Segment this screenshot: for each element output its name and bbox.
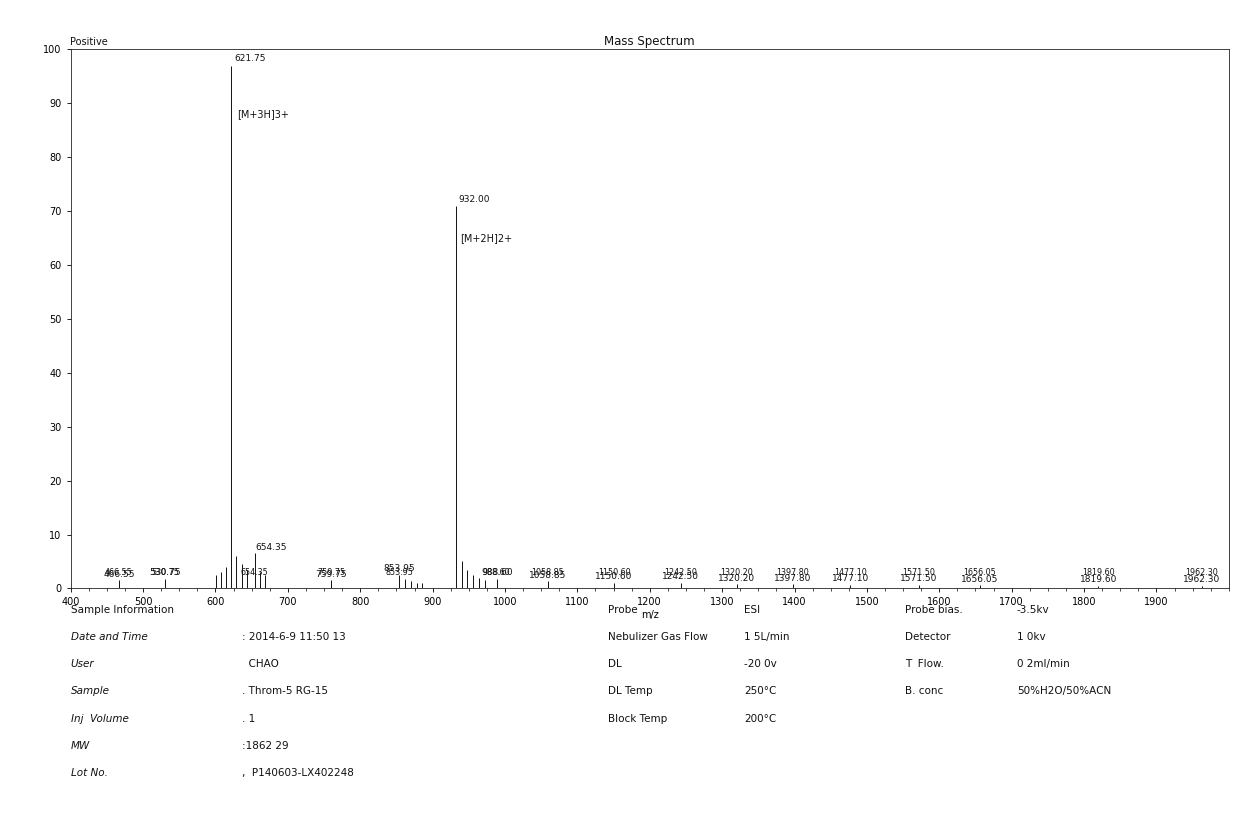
Text: 654.35: 654.35 — [255, 543, 286, 551]
Text: [M+3H]3+: [M+3H]3+ — [237, 109, 289, 119]
Text: DL Temp: DL Temp — [608, 686, 652, 696]
Text: 0 2ml/min: 0 2ml/min — [1017, 659, 1070, 669]
Text: Date and Time: Date and Time — [71, 632, 148, 642]
Text: Lot No.: Lot No. — [71, 768, 108, 778]
Text: 1320.20: 1320.20 — [720, 568, 753, 577]
Text: 466.55: 466.55 — [105, 568, 133, 577]
Text: T  Flow.: T Flow. — [905, 659, 944, 669]
Text: 759.75: 759.75 — [315, 570, 347, 579]
Text: 1962.30: 1962.30 — [1185, 568, 1218, 577]
Text: 530.75: 530.75 — [151, 568, 180, 577]
Text: 1 5L/min: 1 5L/min — [744, 632, 790, 642]
Text: 466.55: 466.55 — [103, 570, 135, 579]
Text: Inj  Volume: Inj Volume — [71, 714, 129, 723]
Text: 988.60: 988.60 — [482, 568, 511, 577]
Text: Detector: Detector — [905, 632, 951, 642]
X-axis label: m/z: m/z — [641, 610, 658, 621]
Text: 1656.05: 1656.05 — [961, 574, 998, 584]
Text: 853.95: 853.95 — [383, 565, 415, 574]
Text: . 1: . 1 — [242, 714, 255, 723]
Text: [M+2H]2+: [M+2H]2+ — [460, 233, 512, 243]
Text: 1242.50: 1242.50 — [665, 568, 697, 577]
Text: Sample: Sample — [71, 686, 109, 696]
Text: -20 0v: -20 0v — [744, 659, 776, 669]
Text: Probe: Probe — [608, 605, 637, 615]
Text: 1242.50: 1242.50 — [662, 573, 699, 581]
Text: 1656.05: 1656.05 — [963, 568, 996, 577]
Text: 1150.60: 1150.60 — [598, 568, 630, 577]
Text: : 2014-6-9 11:50 13: : 2014-6-9 11:50 13 — [242, 632, 346, 642]
Text: DL: DL — [608, 659, 621, 669]
Text: 1819.60: 1819.60 — [1080, 575, 1117, 584]
Text: 1058.85: 1058.85 — [529, 571, 567, 580]
Text: Nebulizer Gas Flow: Nebulizer Gas Flow — [608, 632, 708, 642]
Text: 530.75: 530.75 — [150, 568, 181, 577]
Text: 1819.60: 1819.60 — [1083, 568, 1115, 577]
Text: Sample Information: Sample Information — [71, 605, 174, 615]
Title: Mass Spectrum: Mass Spectrum — [604, 35, 696, 49]
Text: 988.60: 988.60 — [481, 568, 512, 577]
Text: Positive: Positive — [69, 37, 108, 47]
Text: B. conc: B. conc — [905, 686, 944, 696]
Text: 200°C: 200°C — [744, 714, 776, 723]
Text: 654.35: 654.35 — [241, 568, 269, 577]
Text: 759.75: 759.75 — [317, 568, 345, 577]
Text: Block Temp: Block Temp — [608, 714, 667, 723]
Text: ESI: ESI — [744, 605, 760, 615]
Text: 250°C: 250°C — [744, 686, 776, 696]
Text: . Throm-5 RG-15: . Throm-5 RG-15 — [242, 686, 327, 696]
Text: 1962.30: 1962.30 — [1183, 575, 1220, 584]
Text: ,  P140603-LX402248: , P140603-LX402248 — [242, 768, 353, 778]
Text: User: User — [71, 659, 94, 669]
Text: CHAO: CHAO — [242, 659, 279, 669]
Text: 1477.10: 1477.10 — [832, 574, 869, 583]
Text: 853.95: 853.95 — [386, 568, 413, 577]
Text: :1862 29: :1862 29 — [242, 741, 289, 751]
Text: MW: MW — [71, 741, 91, 751]
Text: 1150.60: 1150.60 — [595, 573, 632, 581]
Text: 1397.80: 1397.80 — [774, 574, 812, 583]
Text: 1397.80: 1397.80 — [776, 568, 810, 577]
Text: 1477.10: 1477.10 — [835, 568, 867, 577]
Text: 1 0kv: 1 0kv — [1017, 632, 1045, 642]
Text: 1571.50: 1571.50 — [903, 568, 935, 577]
Text: 1571.50: 1571.50 — [900, 574, 937, 583]
Text: 621.75: 621.75 — [234, 54, 265, 63]
Text: 932.00: 932.00 — [458, 194, 490, 203]
Text: 50%H2O/50%ACN: 50%H2O/50%ACN — [1017, 686, 1111, 696]
Text: Probe bias.: Probe bias. — [905, 605, 963, 615]
Text: -3.5kv: -3.5kv — [1017, 605, 1049, 615]
Text: 1058.85: 1058.85 — [531, 568, 564, 577]
Text: 1320.20: 1320.20 — [718, 574, 755, 583]
